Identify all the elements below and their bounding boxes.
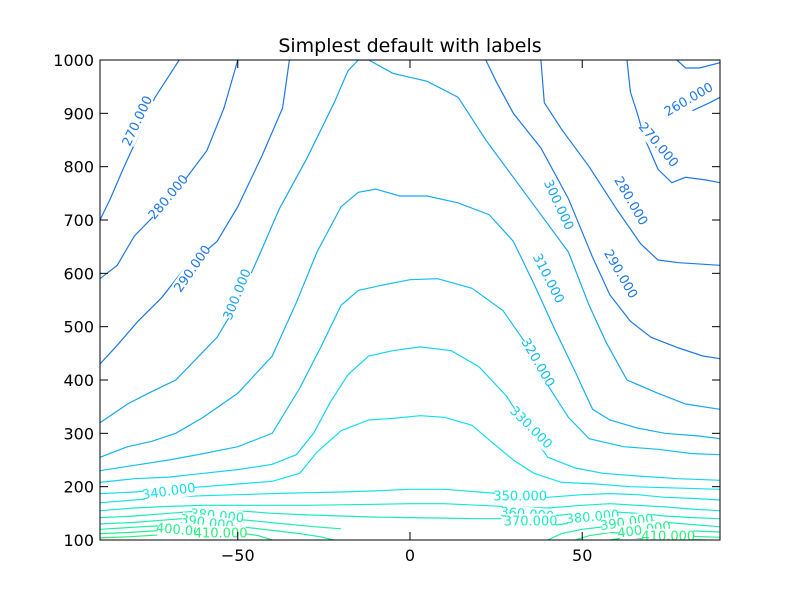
contour-label-background bbox=[505, 513, 556, 529]
y-tick-label: 600 bbox=[63, 264, 94, 283]
contour-line-280-5 bbox=[540, 60, 720, 266]
contour-label-text: 340.000 bbox=[141, 481, 196, 503]
contour-label-12: 340.000 bbox=[141, 480, 197, 503]
contour-line-270-3 bbox=[626, 60, 720, 184]
contour-label-22: 410.000 bbox=[194, 526, 248, 542]
contour-line-300-8 bbox=[100, 60, 720, 424]
contour-label-background bbox=[221, 268, 254, 321]
y-axis: 100 200 300 400 500 600 700 800 900 1000 bbox=[53, 51, 720, 550]
y-tick-label: 300 bbox=[63, 424, 94, 443]
contour-label-background bbox=[611, 175, 650, 227]
contour-label-background bbox=[530, 252, 567, 305]
contour-label-23: 410.000 bbox=[641, 528, 695, 544]
contour-label-background bbox=[146, 173, 191, 222]
contour-label-13: 350.000 bbox=[493, 488, 547, 504]
y-tick-label: 1000 bbox=[53, 51, 94, 70]
contour-label-background bbox=[195, 526, 246, 542]
contour-label-background bbox=[157, 520, 209, 541]
contour-label-background bbox=[601, 248, 640, 300]
y-tick-label: 500 bbox=[63, 318, 94, 337]
contour-label-background bbox=[507, 404, 554, 451]
contour-label-text: 410.000 bbox=[641, 529, 695, 544]
contour-line-330-11 bbox=[100, 346, 720, 483]
contour-label-15: 370.000 bbox=[504, 513, 558, 529]
contour-label-text: 410.000 bbox=[194, 527, 248, 542]
contour-label-background bbox=[541, 179, 576, 231]
contour-line-310-9 bbox=[100, 188, 720, 458]
y-tick-label: 800 bbox=[63, 158, 94, 177]
contour-label-background bbox=[518, 337, 557, 389]
contour-label-background bbox=[143, 480, 195, 503]
y-tick-label: 900 bbox=[63, 104, 94, 123]
contour-line-260-1 bbox=[692, 96, 720, 112]
plot-area bbox=[100, 60, 720, 540]
contour-line-260-0 bbox=[676, 60, 720, 69]
contour-line-350-13 bbox=[100, 488, 720, 504]
x-tick-label: 50 bbox=[572, 546, 592, 565]
contour-label-background bbox=[120, 95, 155, 147]
y-tick-label: 700 bbox=[63, 211, 94, 230]
x-tick-label: −50 bbox=[221, 546, 255, 565]
y-tick-label: 400 bbox=[63, 371, 94, 390]
contour-label-background bbox=[636, 121, 681, 169]
contour-label-text: 370.000 bbox=[504, 514, 558, 529]
chart-title: Simplest default with labels bbox=[278, 35, 541, 57]
contour-label-text: 350.000 bbox=[493, 489, 547, 504]
contour-label-background bbox=[663, 80, 715, 119]
y-tick-label: 100 bbox=[63, 531, 94, 550]
x-tick-label: 0 bbox=[405, 546, 415, 565]
contour-label-background bbox=[495, 488, 546, 504]
contour-line-360-14 bbox=[100, 503, 720, 512]
contour-line-340-12 bbox=[100, 415, 720, 495]
y-tick-label: 200 bbox=[63, 478, 94, 497]
contour-line-320-10 bbox=[100, 278, 720, 472]
contour-line-290-7 bbox=[485, 60, 720, 360]
x-axis: −50 0 50 bbox=[221, 60, 592, 565]
contour-label-background bbox=[172, 244, 214, 294]
